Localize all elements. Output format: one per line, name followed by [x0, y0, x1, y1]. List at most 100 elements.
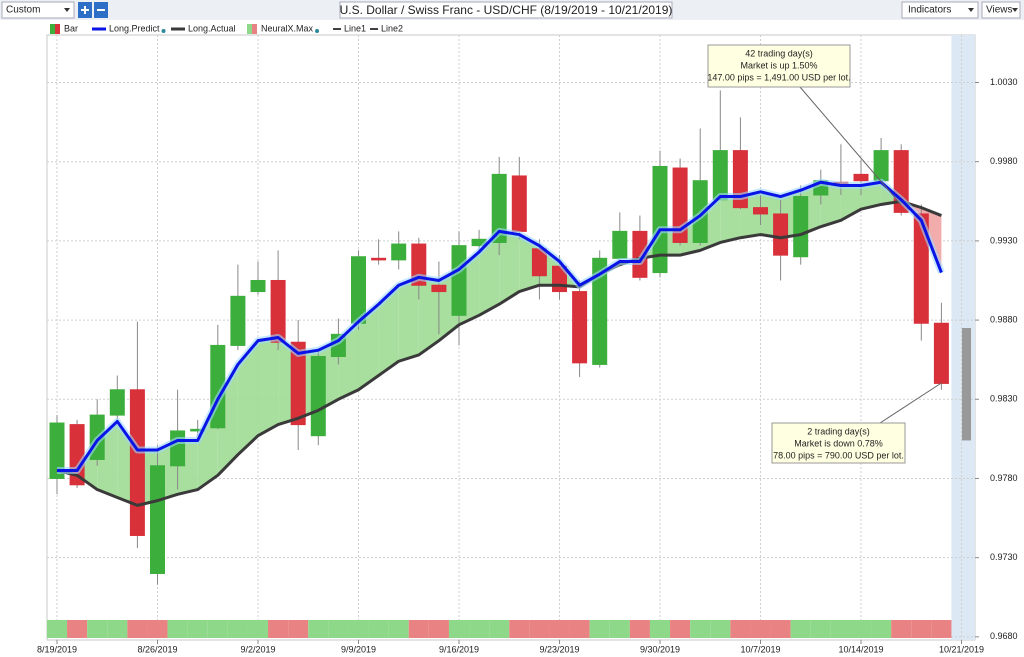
signal-cell [830, 620, 851, 638]
x-tick-label: 8/19/2019 [37, 644, 77, 654]
legend-label[interactable]: Line1 [344, 23, 366, 33]
signal-cell [850, 620, 872, 638]
spread-fill [258, 337, 279, 436]
annotation-text: Market is down 0.78% [794, 438, 883, 448]
x-tick-label: 9/9/2019 [341, 644, 376, 654]
y-tick-label: 0.9830 [990, 394, 1018, 404]
legend-swatch [50, 24, 55, 34]
legend-label[interactable]: NeuralX.Max [261, 23, 314, 33]
legend-label[interactable]: Line2 [381, 23, 403, 33]
signal-cell [649, 620, 671, 638]
plot-frame [46, 34, 976, 641]
signal-cell [670, 620, 691, 638]
annotation-leader [879, 382, 942, 424]
signal-cell [227, 620, 248, 638]
candle-body [270, 279, 286, 343]
signal-cell [107, 620, 128, 638]
signal-cell [549, 620, 570, 638]
annotation-text: 2 trading day(s) [807, 426, 870, 436]
candle-body [230, 295, 246, 346]
y-tick-label: 0.9930 [990, 235, 1018, 245]
legend-swatch [247, 24, 252, 34]
signal-cell [448, 620, 470, 638]
signal-cell [268, 620, 289, 638]
candle-body [612, 230, 628, 259]
views-button[interactable] [981, 1, 1021, 19]
legend-label[interactable]: Long.Predict [109, 23, 160, 33]
legend-label[interactable]: Bar [64, 23, 78, 33]
x-tick-label: 9/30/2019 [640, 644, 680, 654]
spread-fill [861, 182, 882, 210]
candle-body [290, 341, 306, 426]
spread-fill [398, 277, 419, 362]
candle-body [572, 291, 588, 364]
signal-cell [207, 620, 228, 638]
spread-fill [358, 304, 379, 390]
indicators-button[interactable] [901, 1, 979, 19]
preset-dropdown[interactable] [1, 1, 75, 19]
signal-cell [931, 620, 952, 638]
signal-cell [509, 620, 530, 638]
signal-cell [67, 620, 88, 638]
annotation-text: 78.00 pips = 790.00 USD per lot. [773, 450, 904, 460]
signal-cell [47, 620, 68, 638]
x-tick-label: 10/21/2019 [939, 644, 984, 654]
spread-fill [237, 340, 258, 455]
candle-body [592, 257, 608, 365]
title-box [339, 1, 673, 19]
candle-body [933, 322, 949, 384]
spread-fill [418, 277, 439, 355]
legend-dot [315, 29, 320, 33]
legend-label[interactable]: Long.Actual [188, 23, 236, 33]
indicators-label: Indicators [908, 5, 951, 16]
x-tick-label: 10/7/2019 [740, 644, 780, 654]
spread-fill [378, 285, 399, 376]
signal-cell [147, 620, 168, 638]
x-tick-label: 9/23/2019 [539, 644, 579, 654]
candle-body [109, 389, 125, 416]
candle-body [310, 356, 326, 437]
preset-label: Custom [6, 5, 40, 16]
signal-cell [810, 620, 831, 638]
series-line [57, 180, 943, 473]
signal-cell [308, 620, 329, 638]
candle-body [371, 257, 387, 261]
y-tick-label: 0.9980 [990, 156, 1018, 166]
signal-cell [348, 620, 369, 638]
y-tick-label: 0.9780 [990, 473, 1018, 483]
legend-dot [161, 29, 166, 33]
signal-cell [247, 620, 269, 638]
signal-cell [328, 620, 349, 638]
x-tick-label: 9/16/2019 [439, 644, 479, 654]
signal-cell [710, 620, 731, 638]
signal-cell [770, 620, 791, 638]
spread-fill [479, 231, 500, 316]
signal-cell [911, 620, 932, 638]
spread-fill [499, 231, 520, 305]
candle-body [913, 213, 929, 324]
signal-cell [750, 620, 771, 638]
x-tick-label: 9/2/2019 [240, 644, 275, 654]
dropdown-arrow [968, 8, 974, 12]
signal-cell [469, 620, 490, 638]
candle-body [49, 422, 65, 479]
candle-body [391, 243, 407, 261]
signal-cell [489, 620, 510, 638]
y-tick-label: 0.9730 [990, 552, 1018, 562]
candle-body [451, 245, 467, 316]
y-tick-label: 1.0030 [990, 77, 1018, 87]
annotation-text: 147.00 pips = 1,491.00 USD per lot. [707, 72, 850, 82]
candle-body [150, 465, 165, 574]
candle-body [129, 389, 145, 536]
signal-cell [87, 620, 108, 638]
projection-bar [962, 327, 971, 441]
signal-cell [790, 620, 811, 638]
signal-cell [529, 620, 550, 638]
y-tick-label: 0.9680 [990, 631, 1018, 641]
plot: 0.9680 0.9730 0.9780 0.9830 0.9880 0.9930 0.99… [37, 23, 1018, 654]
signal-cell [127, 620, 148, 638]
signal-cell [288, 620, 309, 638]
x-tick-label: 10/14/2019 [838, 644, 883, 654]
candle-body [491, 173, 507, 243]
chart-title: U.S. Dollar / Swiss Franc - USD/CHF (8/1… [340, 3, 673, 17]
